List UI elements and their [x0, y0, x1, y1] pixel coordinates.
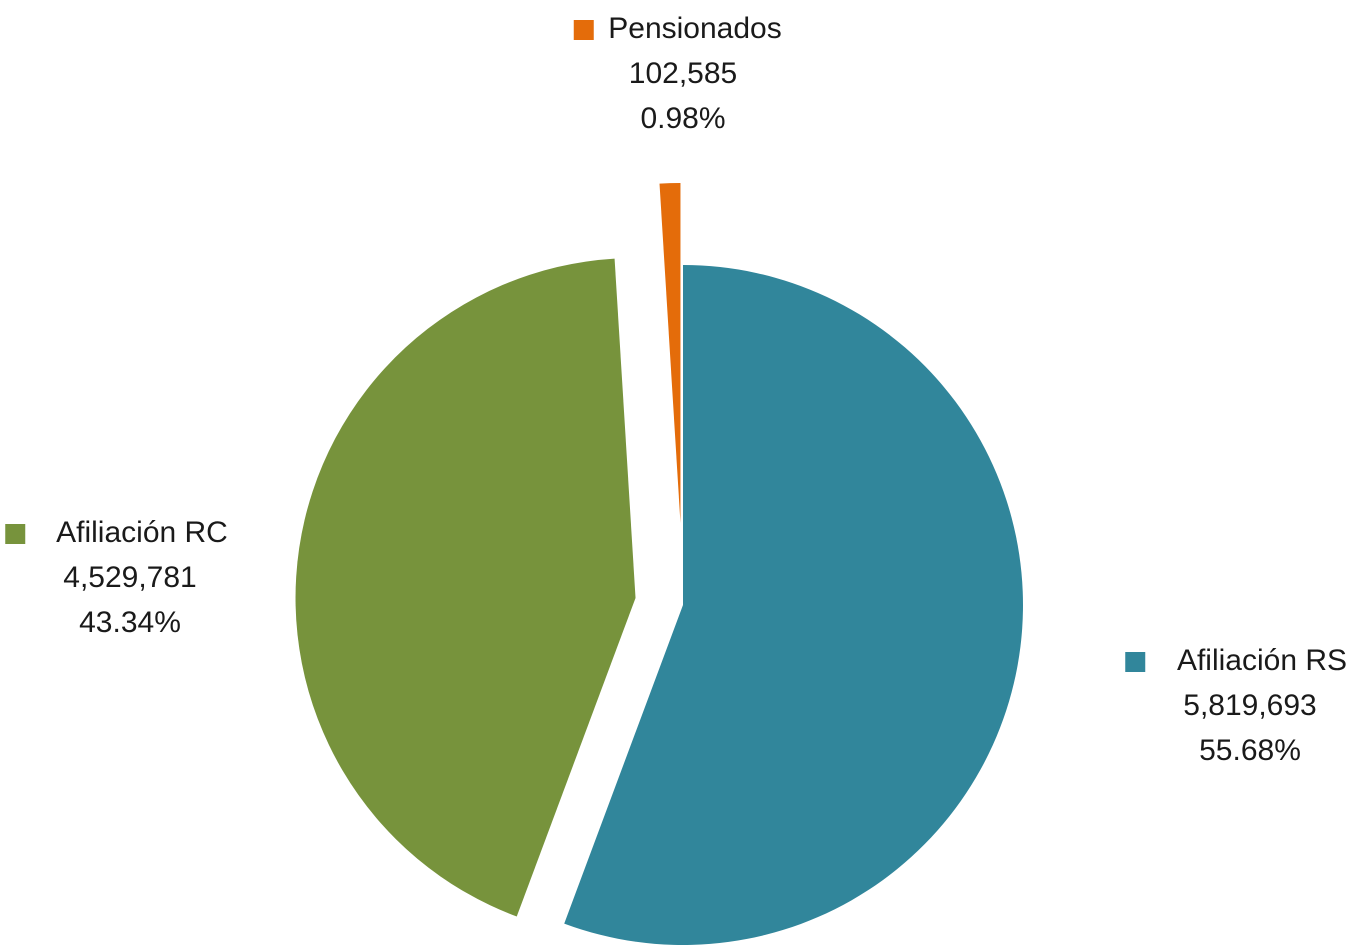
data-label-pensionados: Pensionados 102,585 0.98% [573, 12, 782, 135]
legend-key-square [5, 524, 26, 544]
data-label-afiliacio-n-rs: Afiliación RS 5,819,693 55.68% [1125, 644, 1347, 767]
pie-slices [295, 183, 1023, 945]
pie-slice-afiliacio-n-rs [564, 265, 1023, 945]
slice-percent-label: 0.98% [640, 102, 725, 135]
slice-name-label: Pensionados [608, 12, 781, 45]
slice-percent-label: 43.34% [79, 606, 181, 639]
slice-percent-label: 55.68% [1199, 734, 1301, 767]
slice-name-label: Afiliación RC [56, 516, 228, 549]
data-label-afiliacio-n-rc: Afiliación RC 4,529,781 43.34% [5, 516, 228, 639]
pie-slice-pensionados [659, 183, 681, 524]
slice-name-label: Afiliación RS [1177, 644, 1347, 677]
slice-value-label: 102,585 [629, 57, 737, 90]
legend-key-square [573, 20, 594, 40]
pie-slice-afiliacio-n-rc [295, 258, 636, 917]
legend-key-square [1125, 652, 1146, 672]
slice-value-label: 5,819,693 [1183, 689, 1316, 722]
slice-value-label: 4,529,781 [63, 561, 196, 594]
